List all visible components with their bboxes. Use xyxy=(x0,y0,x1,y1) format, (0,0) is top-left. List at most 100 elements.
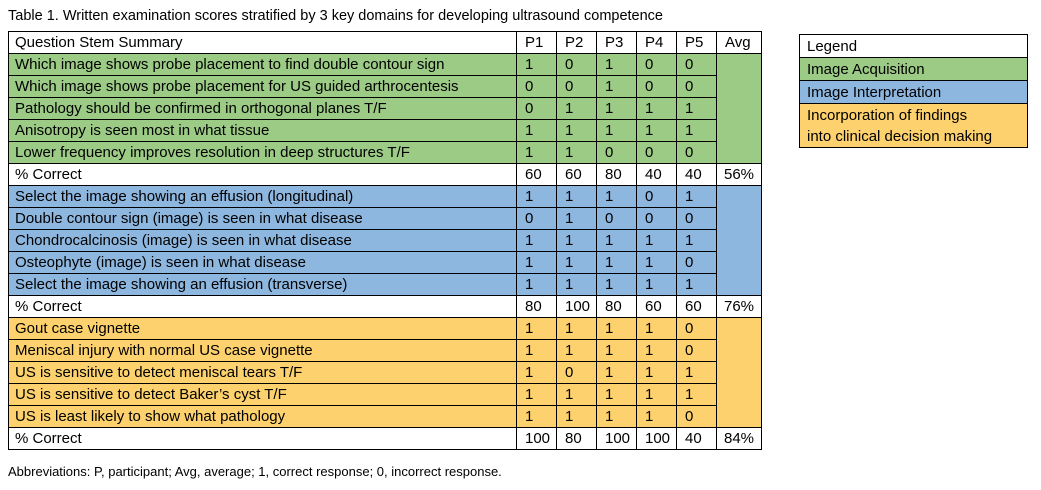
percent-correct-label: % Correct xyxy=(8,163,517,186)
score-cell: 1 xyxy=(596,273,637,296)
score-cell: 1 xyxy=(556,251,597,274)
score-cell: 1 xyxy=(596,339,637,362)
percent-correct-label: % Correct xyxy=(8,295,517,318)
table-row: Pathology should be confirmed in orthogo… xyxy=(8,97,762,120)
score-cell: 1 xyxy=(636,361,677,384)
score-cell: 1 xyxy=(636,251,677,274)
score-cell: 1 xyxy=(556,273,597,296)
percent-correct-value: 40 xyxy=(636,163,677,186)
score-cell: 1 xyxy=(516,251,557,274)
score-cell: 1 xyxy=(596,383,637,406)
percent-correct-value: 80 xyxy=(516,295,557,318)
percent-correct-row: % Correct 100 80 100 100 40 84% xyxy=(8,427,762,450)
table-row: Anisotropy is seen most in what tissue 1 1… xyxy=(8,119,762,142)
score-cell: 0 xyxy=(676,53,717,76)
question-cell: Double contour sign (image) is seen in w… xyxy=(8,207,517,230)
average-value: 56% xyxy=(716,163,762,186)
question-cell: Select the image showing an effusion (lo… xyxy=(8,185,517,208)
legend-item-clinical-line1: Incorporation of findings xyxy=(807,106,968,124)
question-cell: Lower frequency improves resolution in d… xyxy=(8,141,517,164)
percent-correct-value: 60 xyxy=(556,163,597,186)
table-row: Select the image showing an effusion (tr… xyxy=(8,273,762,296)
avg-merged-cell xyxy=(716,317,762,428)
legend-item-clinical-line2: into clinical decision making xyxy=(807,127,993,145)
score-cell: 1 xyxy=(556,141,597,164)
question-cell: Select the image showing an effusion (tr… xyxy=(8,273,517,296)
score-cell: 1 xyxy=(596,405,637,428)
table-row: US is least likely to show what patholog… xyxy=(8,405,762,428)
score-cell: 1 xyxy=(596,75,637,98)
score-cell: 1 xyxy=(596,317,637,340)
percent-correct-value: 80 xyxy=(596,295,637,318)
score-cell: 0 xyxy=(636,75,677,98)
score-cell: 1 xyxy=(556,97,597,120)
score-cell: 0 xyxy=(556,361,597,384)
percent-correct-value: 100 xyxy=(556,295,597,318)
column-header: P5 xyxy=(676,31,717,54)
score-cell: 0 xyxy=(636,185,677,208)
score-cell: 1 xyxy=(556,339,597,362)
column-header: Avg xyxy=(716,31,762,54)
score-cell: 1 xyxy=(516,405,557,428)
percent-correct-value: 80 xyxy=(596,163,637,186)
score-cell: 1 xyxy=(676,97,717,120)
score-cell: 1 xyxy=(556,207,597,230)
score-cell: 1 xyxy=(676,229,717,252)
column-header: P1 xyxy=(516,31,557,54)
score-cell: 0 xyxy=(516,207,557,230)
score-cell: 0 xyxy=(676,405,717,428)
score-cell: 1 xyxy=(676,383,717,406)
percent-correct-value: 60 xyxy=(636,295,677,318)
footnote: Abbreviations: P, participant; Avg, aver… xyxy=(8,464,502,479)
score-cell: 0 xyxy=(556,53,597,76)
score-cell: 1 xyxy=(596,229,637,252)
column-header: P4 xyxy=(636,31,677,54)
table-row: Meniscal injury with normal US case vign… xyxy=(8,339,762,362)
table-row: Select the image showing an effusion (lo… xyxy=(8,185,762,296)
score-cell: 1 xyxy=(676,185,717,208)
score-cell: 1 xyxy=(516,361,557,384)
percent-correct-label: % Correct xyxy=(8,427,517,450)
score-cell: 1 xyxy=(556,383,597,406)
percent-correct-value: 100 xyxy=(516,427,557,450)
score-cell: 0 xyxy=(676,317,717,340)
legend: Legend Image Acquisition Image Interpret… xyxy=(799,34,1028,148)
score-cell: 1 xyxy=(596,119,637,142)
score-cell: 1 xyxy=(516,273,557,296)
percent-correct-value: 80 xyxy=(556,427,597,450)
score-cell: 0 xyxy=(676,75,717,98)
score-cell: 1 xyxy=(596,185,637,208)
percent-correct-value: 40 xyxy=(676,427,717,450)
table-row: Double contour sign (image) is seen in w… xyxy=(8,207,762,230)
percent-correct-value: 40 xyxy=(676,163,717,186)
question-cell: Chondrocalcinosis (image) is seen in wha… xyxy=(8,229,517,252)
score-cell: 1 xyxy=(556,405,597,428)
score-cell: 0 xyxy=(676,339,717,362)
score-cell: 1 xyxy=(556,317,597,340)
question-cell: Which image shows probe placement to fin… xyxy=(8,53,517,76)
score-cell: 1 xyxy=(636,405,677,428)
table-row: Which image shows probe placement for US… xyxy=(8,75,762,98)
table-row: Gout case vignette 1 1 1 1 0 xyxy=(8,317,762,428)
column-header: Question Stem Summary xyxy=(8,31,517,54)
score-cell: 1 xyxy=(636,383,677,406)
percent-correct-row: % Correct 60 60 80 40 40 56% xyxy=(8,163,762,186)
score-cell: 1 xyxy=(596,361,637,384)
score-cell: 0 xyxy=(516,97,557,120)
table-row: US is sensitive to detect Baker’s cyst T… xyxy=(8,383,762,406)
score-cell: 1 xyxy=(516,141,557,164)
score-cell: 1 xyxy=(516,229,557,252)
legend-item-image-interpretation: Image Interpretation xyxy=(799,80,1028,104)
score-cell: 1 xyxy=(636,229,677,252)
percent-correct-row: % Correct 80 100 80 60 60 76% xyxy=(8,295,762,318)
question-cell: Anisotropy is seen most in what tissue xyxy=(8,119,517,142)
percent-correct-value: 100 xyxy=(596,427,637,450)
percent-correct-value: 60 xyxy=(676,295,717,318)
score-cell: 1 xyxy=(676,273,717,296)
score-cell: 1 xyxy=(596,97,637,120)
column-header: P2 xyxy=(556,31,597,54)
score-cell: 1 xyxy=(516,185,557,208)
table-row: Osteophyte (image) is seen in what disea… xyxy=(8,251,762,274)
question-cell: US is least likely to show what patholog… xyxy=(8,405,517,428)
question-cell: US is sensitive to detect Baker’s cyst T… xyxy=(8,383,517,406)
